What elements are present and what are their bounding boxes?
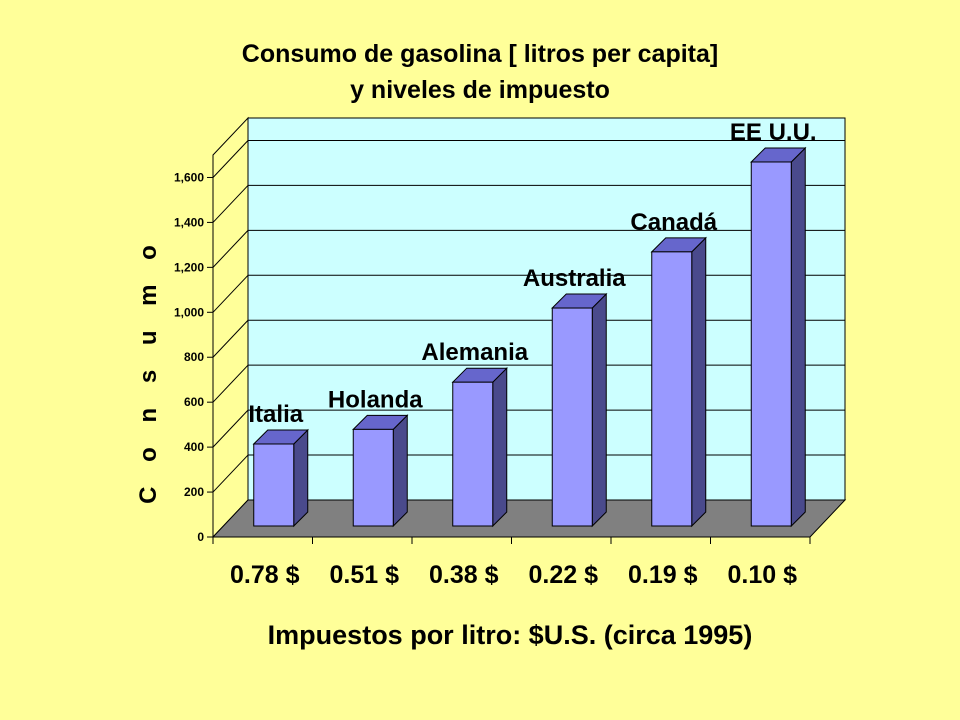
grid-line-side bbox=[212, 140, 249, 178]
bar bbox=[252, 428, 309, 528]
x-axis-label: Impuestos por litro: $U.S. (circa 1995) bbox=[268, 620, 753, 650]
grid-line-side bbox=[212, 274, 249, 313]
bar-side bbox=[691, 236, 707, 528]
y-tick-label: 200 bbox=[184, 485, 204, 499]
grid-line-side bbox=[212, 409, 249, 448]
grid-line-side bbox=[212, 319, 249, 358]
bar-side bbox=[790, 146, 806, 528]
x-category-label: 0.22 $ bbox=[528, 561, 598, 589]
data-label: Alemania bbox=[421, 339, 528, 366]
y-tick-label: 600 bbox=[184, 395, 204, 409]
y-tick-label: 1,400 bbox=[174, 215, 204, 229]
grid-lines bbox=[212, 139, 845, 493]
bar-front bbox=[352, 428, 394, 527]
data-label: EE U.U. bbox=[730, 119, 817, 146]
x-category-labels: 0.78 $ 0.51 $ 0.38 $ 0.22 $ 0.19 $ 0.10 $ bbox=[230, 561, 797, 589]
data-label: Canadá bbox=[630, 209, 717, 236]
grid-line-side bbox=[212, 454, 249, 493]
y-tick-label: 1,600 bbox=[174, 170, 204, 184]
grid-line-side bbox=[212, 230, 249, 268]
chart-title-line-1: Consumo de gasolina [ litros per capita] bbox=[242, 40, 718, 68]
bar-side bbox=[492, 366, 508, 528]
bar-side bbox=[293, 428, 309, 528]
grid-line-side bbox=[212, 185, 249, 223]
bar-front bbox=[452, 381, 494, 527]
x-category-label: 0.19 $ bbox=[628, 561, 698, 589]
x-category-label: 0.38 $ bbox=[429, 561, 499, 589]
y-tick-label: 800 bbox=[184, 350, 204, 364]
x-category-label: 0.51 $ bbox=[329, 561, 399, 589]
y-axis-label: C o n s u m o bbox=[135, 236, 162, 504]
data-labels: Italia Holanda Alemania Australia Canadá EE U… bbox=[248, 119, 816, 428]
bar-front bbox=[551, 307, 593, 527]
chart-title-line-2: y niveles de impuesto bbox=[350, 76, 610, 104]
axes bbox=[212, 155, 811, 544]
bar bbox=[551, 292, 608, 528]
bar-side bbox=[591, 292, 607, 528]
bar-front bbox=[253, 443, 295, 527]
bar-front bbox=[750, 161, 792, 527]
y-tick-label: 400 bbox=[184, 440, 204, 454]
bar bbox=[352, 414, 409, 528]
bar-side bbox=[392, 414, 408, 528]
bar bbox=[451, 366, 508, 528]
bar-front bbox=[651, 251, 693, 527]
y-tick-label: 1,200 bbox=[174, 260, 204, 274]
y-tick-label: 1,000 bbox=[174, 305, 204, 319]
bar bbox=[650, 236, 707, 528]
data-label: Australia bbox=[523, 265, 626, 292]
bar bbox=[750, 146, 807, 528]
grid-line-side bbox=[212, 364, 249, 403]
data-label: Holanda bbox=[328, 386, 423, 413]
x-category-label: 0.78 $ bbox=[230, 561, 300, 589]
y-tick-labels: 0 200 400 600 800 1,000 1,200 1,400 1,600 bbox=[174, 170, 213, 544]
bars bbox=[252, 146, 807, 528]
y-tick-label: 0 bbox=[197, 530, 204, 544]
x-category-label: 0.10 $ bbox=[727, 561, 797, 589]
data-label: Italia bbox=[248, 401, 303, 428]
